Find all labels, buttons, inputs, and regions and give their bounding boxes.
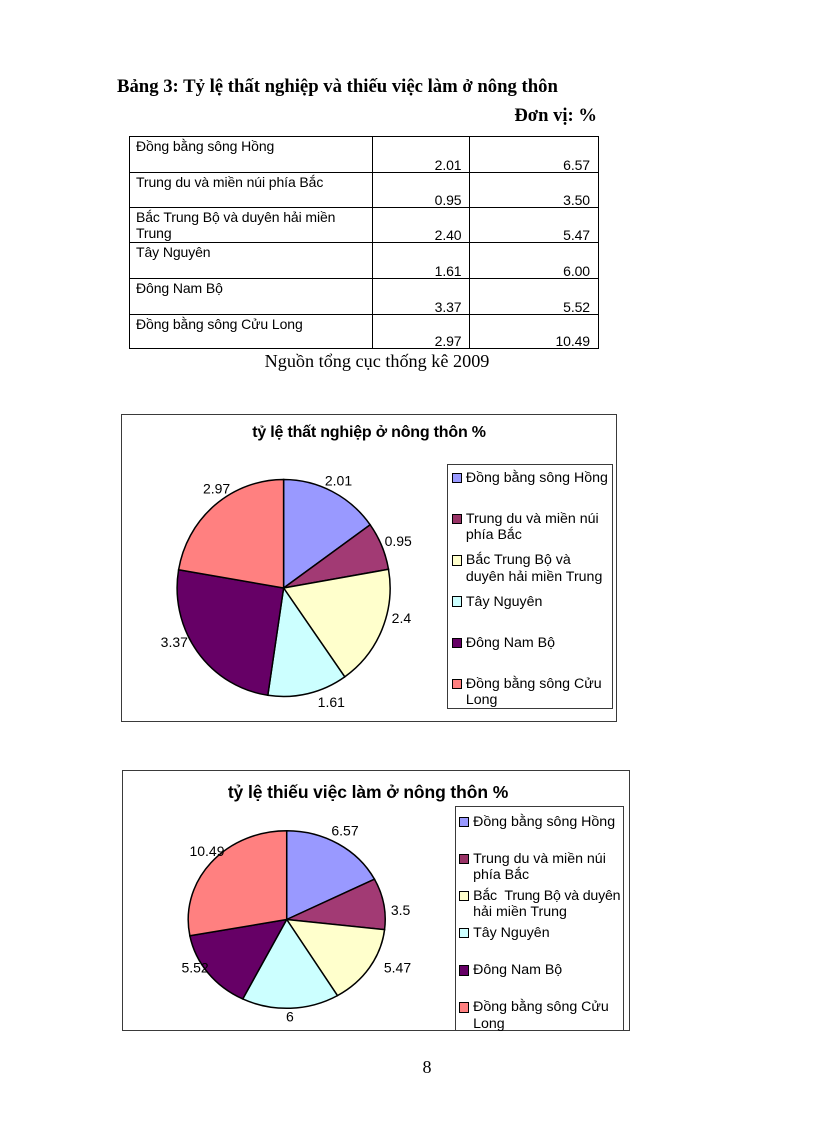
svg-text:2.4: 2.4 [392,610,412,626]
svg-text:5.47: 5.47 [384,959,411,975]
svg-text:2.01: 2.01 [325,473,352,489]
svg-text:10.49: 10.49 [189,843,224,859]
svg-text:2.97: 2.97 [203,481,230,497]
svg-text:1.61: 1.61 [318,694,345,710]
svg-text:6.57: 6.57 [331,822,358,838]
svg-text:3.37: 3.37 [161,634,188,650]
svg-text:3.5: 3.5 [391,902,411,918]
svg-text:6: 6 [286,1009,294,1025]
svg-text:5.52: 5.52 [181,959,208,975]
svg-text:0.95: 0.95 [385,533,412,549]
